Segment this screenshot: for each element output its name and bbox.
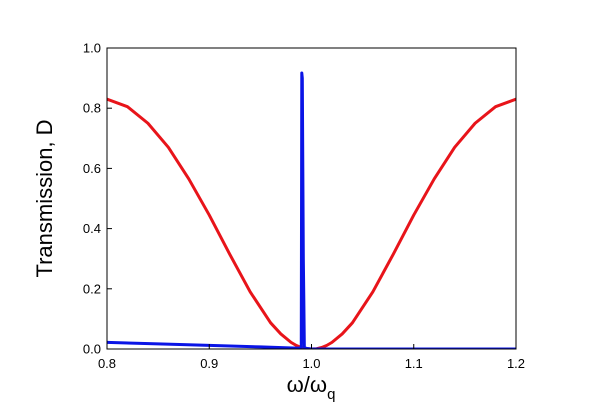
y-tick-label: 0.2 <box>83 281 101 296</box>
plot-frame <box>106 47 517 350</box>
y-axis-ticks: 0.0 0.2 0.4 0.6 0.8 1.0 <box>83 41 112 357</box>
x-tick-label: 0.9 <box>200 356 218 371</box>
y-tick-label: 1.0 <box>83 41 101 56</box>
y-tick-label: 0.4 <box>83 221 101 236</box>
x-tick-label: 1.2 <box>507 356 525 371</box>
x-axis-title-main: ω/ω <box>287 372 327 397</box>
y-tick-label: 0.0 <box>83 342 101 357</box>
series-line-red <box>107 97 516 349</box>
x-axis-ticks: 0.8 0.9 1.0 1.1 1.2 <box>98 344 525 371</box>
y-tick-label: 0.6 <box>83 161 101 176</box>
x-axis-title: ω/ωq <box>287 372 336 403</box>
y-tick-label: 0.8 <box>83 101 101 116</box>
x-tick-label: 0.8 <box>98 356 116 371</box>
x-tick-label: 1.0 <box>302 356 320 371</box>
y-axis-title: Transmission, D <box>32 119 57 277</box>
series-layer <box>107 71 516 349</box>
x-axis-title-subscript: q <box>327 386 335 403</box>
series-line-blue <box>107 71 516 349</box>
x-tick-label: 1.1 <box>405 356 423 371</box>
